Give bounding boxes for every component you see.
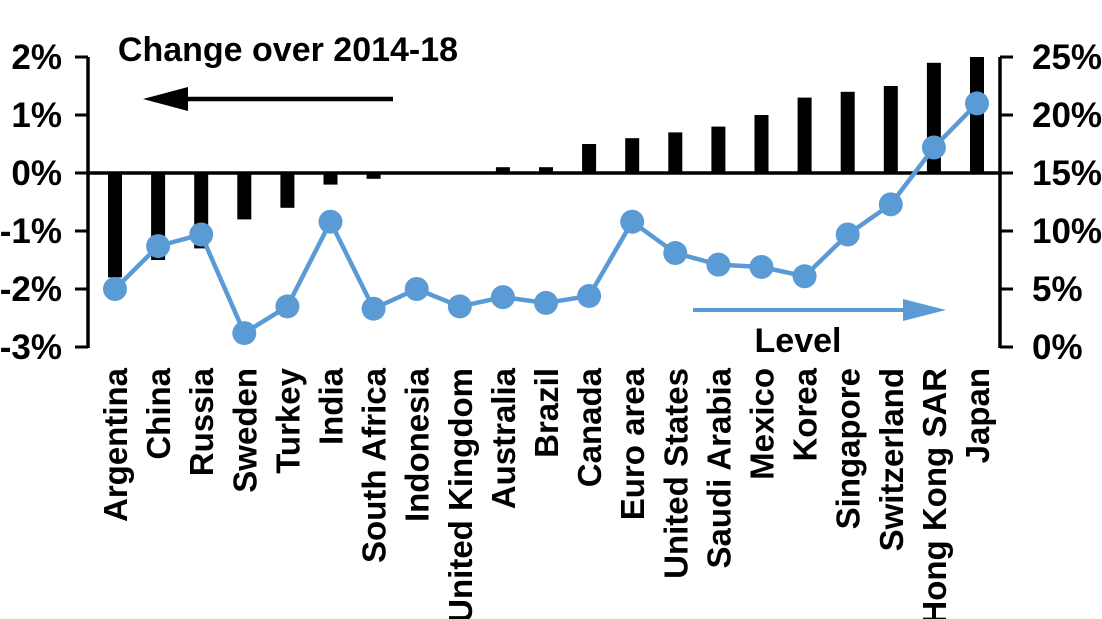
category-label: Turkey xyxy=(269,367,306,473)
category-label: Argentina xyxy=(97,367,134,522)
level-marker xyxy=(404,277,429,301)
bar xyxy=(366,173,381,179)
level-arrow-head xyxy=(903,299,946,321)
category-label: Euro area xyxy=(614,367,651,520)
level-marker xyxy=(706,252,731,277)
right-axis-tick-label: 25% xyxy=(1032,38,1102,77)
level-marker xyxy=(232,321,257,346)
right-axis-tick-label: 20% xyxy=(1032,96,1102,135)
level-marker xyxy=(620,209,645,234)
category-label: Korea xyxy=(787,367,824,461)
level-marker xyxy=(878,192,903,217)
level-marker xyxy=(275,294,300,319)
right-axis-tick-label: 5% xyxy=(1032,270,1083,309)
category-label: Hong Kong SAR xyxy=(916,368,953,619)
category-label: India xyxy=(313,367,350,445)
category-label: Singapore xyxy=(830,368,867,529)
category-label: Saudi Arabia xyxy=(700,367,737,568)
bar xyxy=(625,138,640,173)
category-label: Sweden xyxy=(226,368,263,493)
level-marker xyxy=(965,91,989,116)
category-label: Brazil xyxy=(528,368,565,458)
category-label: Switzerland xyxy=(873,368,910,551)
category-label: Indonesia xyxy=(399,367,436,522)
category-label: United States xyxy=(657,368,694,579)
left-axis-tick-label: 1% xyxy=(11,96,62,135)
level-marker xyxy=(792,264,817,289)
left-axis-tick-label: 0% xyxy=(11,154,62,193)
bar xyxy=(668,132,683,173)
bar xyxy=(797,97,812,173)
bar xyxy=(280,173,295,208)
bar xyxy=(323,173,338,185)
category-label: Australia xyxy=(485,367,522,509)
category-label: Canada xyxy=(571,367,608,487)
left-axis-tick-label: -2% xyxy=(0,270,62,309)
category-label: Mexico xyxy=(744,368,781,480)
bar xyxy=(883,86,898,173)
level-marker xyxy=(103,277,127,301)
right-axis-tick-label: 0% xyxy=(1032,328,1083,367)
level-marker xyxy=(361,296,386,321)
left-axis-tick-label: -3% xyxy=(0,328,62,367)
bar xyxy=(495,167,510,173)
change-arrow-head xyxy=(143,87,188,111)
level-label: Level xyxy=(755,322,842,360)
right-axis-tick-label: 15% xyxy=(1032,154,1102,193)
bar xyxy=(711,126,726,173)
level-marker xyxy=(189,222,214,247)
category-label: Russia xyxy=(183,367,220,476)
chart-title: Change over 2014-18 xyxy=(118,31,458,69)
category-label: United Kingdom xyxy=(442,368,479,619)
right-axis-tick-label: 10% xyxy=(1032,212,1102,251)
level-marker xyxy=(835,222,860,247)
category-label: China xyxy=(140,367,177,459)
level-marker xyxy=(577,283,602,308)
level-marker xyxy=(490,285,515,310)
bar xyxy=(237,173,252,220)
left-axis-tick-label: -1% xyxy=(0,212,62,251)
bar xyxy=(840,91,855,173)
level-marker xyxy=(749,254,774,279)
bar xyxy=(539,167,553,173)
level-marker xyxy=(534,290,558,315)
category-label: Japan xyxy=(959,368,996,463)
bar xyxy=(582,144,597,173)
bar xyxy=(754,115,769,173)
level-marker xyxy=(663,241,688,266)
level-marker xyxy=(318,209,343,234)
level-marker xyxy=(146,234,171,259)
category-label: South Africa xyxy=(356,367,393,563)
level-marker xyxy=(921,135,946,160)
left-axis-tick-label: 2% xyxy=(11,38,62,77)
level-marker xyxy=(447,294,472,319)
bar xyxy=(108,173,122,278)
